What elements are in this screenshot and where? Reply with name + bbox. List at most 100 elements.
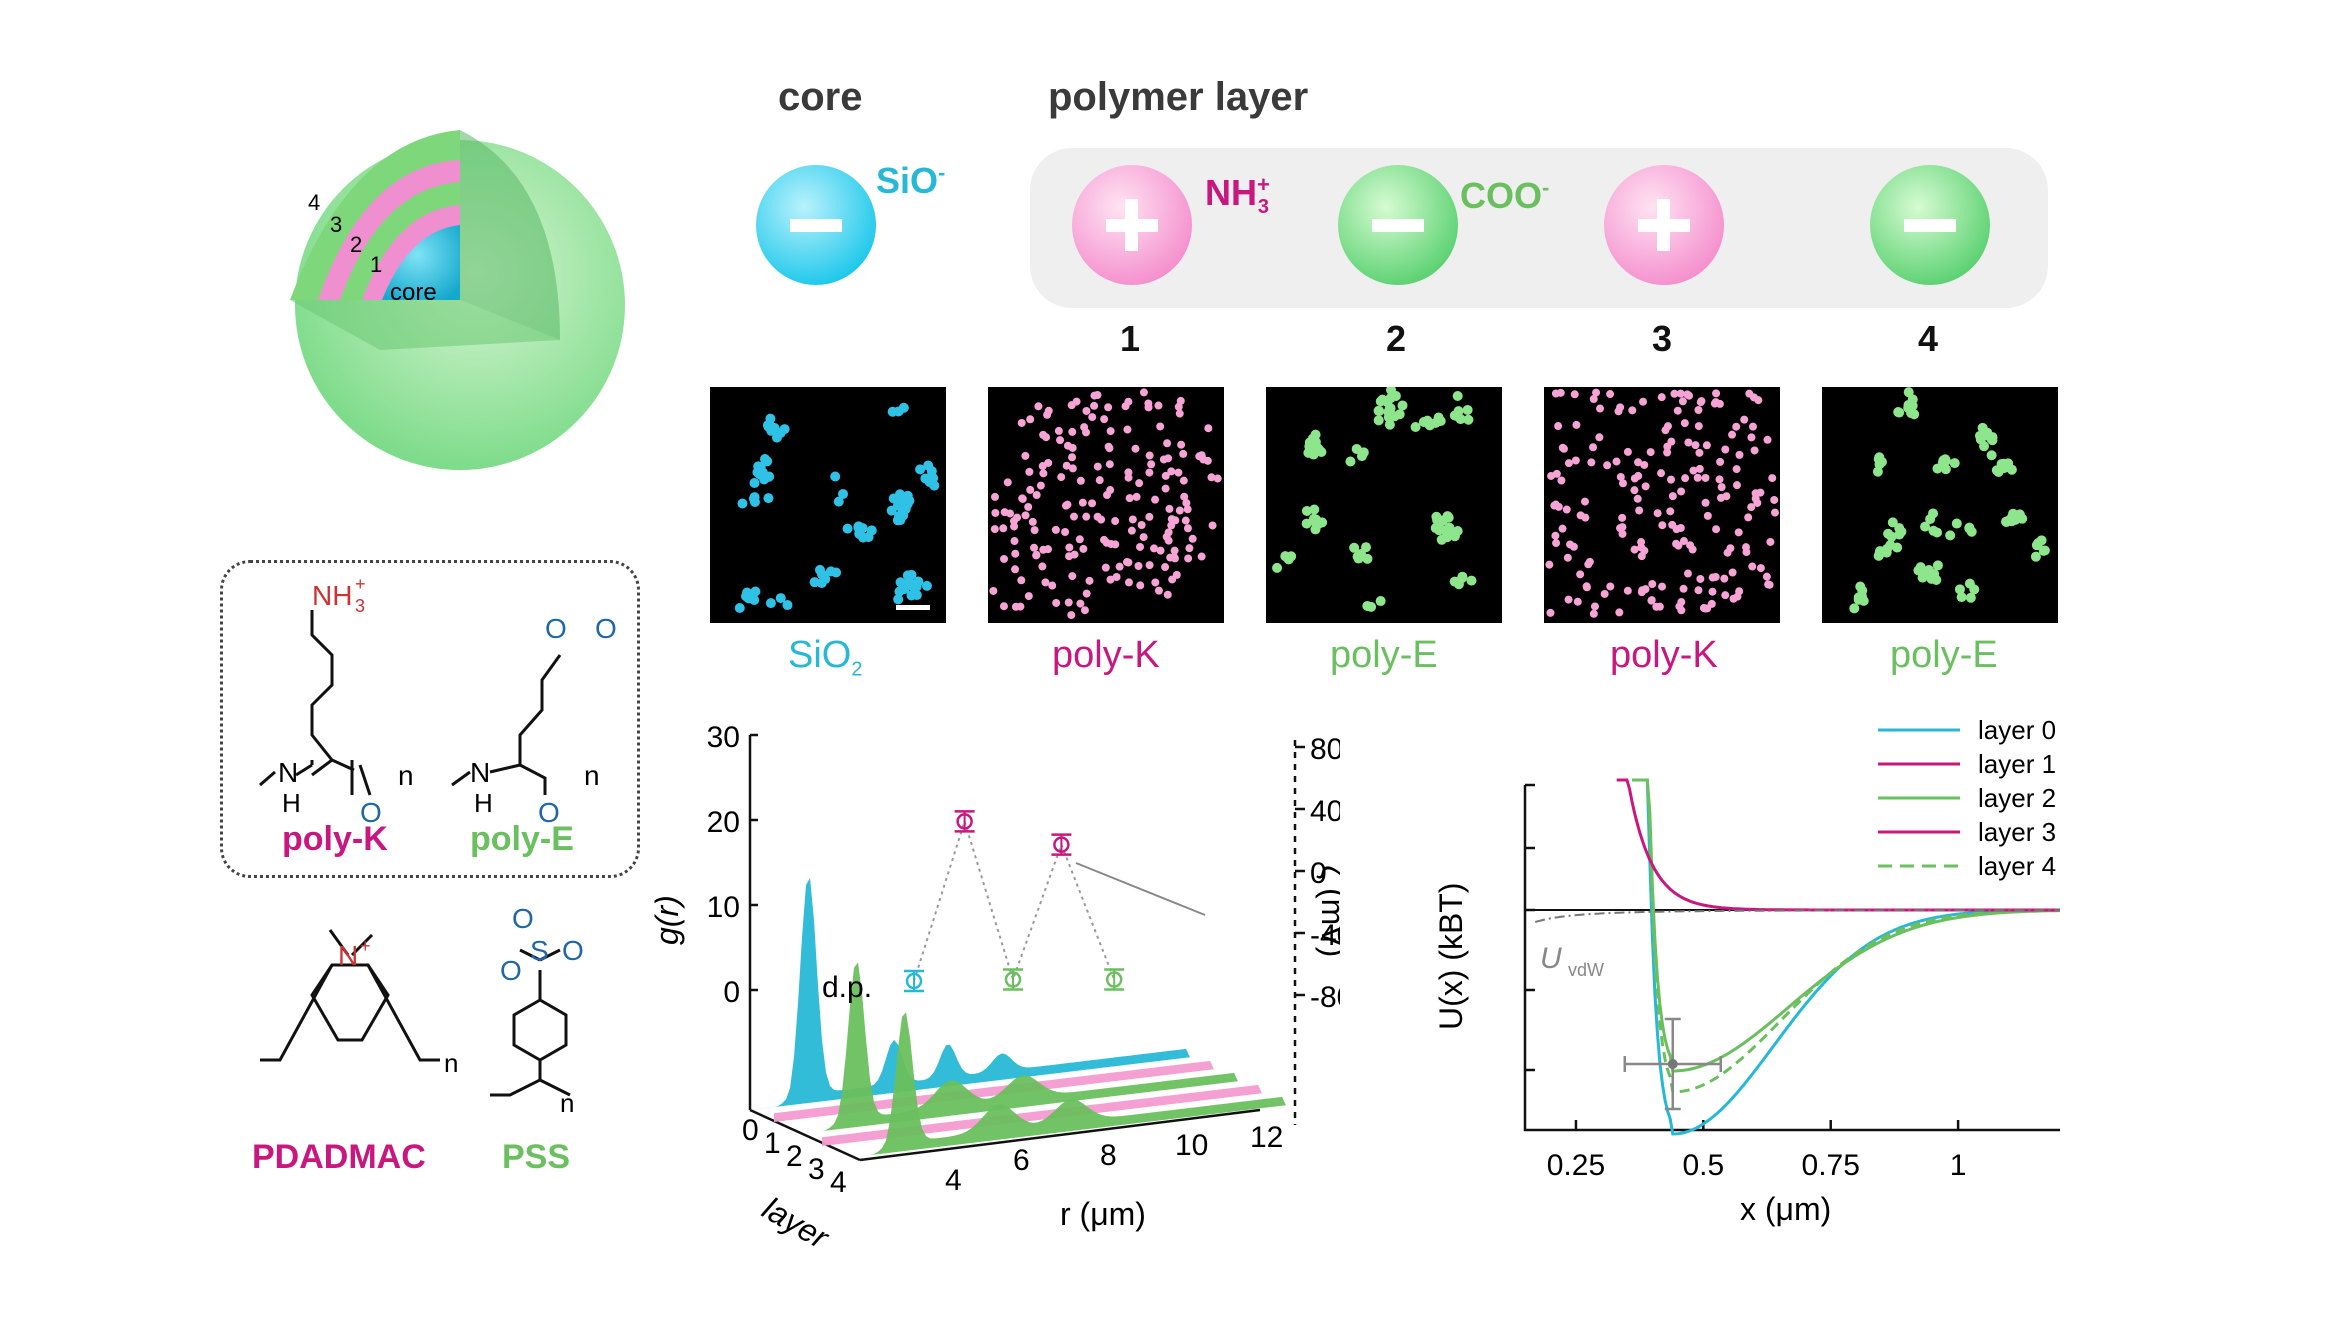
particle — [1679, 584, 1688, 593]
particle — [1185, 544, 1194, 553]
particle — [1453, 406, 1464, 417]
particle — [1589, 609, 1598, 618]
particle — [1887, 517, 1898, 528]
particle — [1562, 505, 1571, 514]
particle — [1647, 596, 1656, 605]
particle — [1175, 506, 1184, 515]
particle — [1088, 413, 1097, 422]
particle — [1179, 476, 1188, 485]
particle — [1166, 553, 1175, 562]
polye-carboxylate-o2: O — [595, 613, 617, 644]
particle — [1756, 564, 1765, 573]
particle — [1123, 425, 1132, 434]
particle — [1576, 570, 1585, 579]
particle — [1762, 572, 1771, 581]
particle — [1017, 576, 1026, 585]
particle — [782, 600, 793, 611]
particle — [1677, 606, 1686, 615]
particle — [1208, 521, 1217, 530]
gr-ylabel: g(r) — [650, 895, 685, 945]
gr-curve-layer-2 — [798, 962, 1238, 1134]
particle — [1703, 511, 1712, 520]
particle — [1639, 397, 1648, 406]
particle — [1051, 525, 1060, 534]
particle — [1747, 503, 1756, 512]
particle — [853, 521, 864, 532]
particle — [1082, 589, 1091, 598]
particle — [1708, 587, 1717, 596]
particle — [894, 489, 905, 500]
particle — [1180, 492, 1189, 501]
zero-plane-line — [1075, 862, 1206, 916]
particle — [1360, 542, 1371, 553]
particle — [1637, 588, 1646, 597]
particle — [1701, 498, 1710, 507]
particle — [1558, 524, 1567, 533]
particle — [898, 402, 909, 413]
polyk-n: N — [278, 757, 298, 788]
particle — [1000, 554, 1009, 563]
polyk-n-subscript: n — [398, 760, 414, 791]
x-tick-label: 4 — [945, 1164, 962, 1197]
particle — [1570, 390, 1579, 399]
particle — [1039, 430, 1048, 439]
particle — [762, 456, 773, 467]
gr-curve-layer-4 — [846, 1012, 1286, 1158]
core-minus-ball — [756, 165, 876, 285]
particle — [1052, 598, 1061, 607]
polyk-o: O — [360, 797, 382, 828]
particle — [1982, 427, 1993, 438]
x-tick-label: 0.75 — [1802, 1149, 1860, 1182]
particle — [1011, 565, 1020, 574]
particle — [1093, 512, 1102, 521]
particle — [866, 525, 877, 536]
particle — [1124, 473, 1133, 482]
particle — [1003, 478, 1012, 487]
micro-label-poly-e-2: poly-E — [1330, 634, 1438, 676]
particle — [1979, 441, 1990, 452]
particle — [1554, 422, 1563, 431]
particle — [1213, 474, 1222, 483]
micrograph-poly-k-1 — [988, 387, 1224, 623]
particle — [1618, 513, 1627, 522]
particle — [1452, 526, 1463, 537]
particle — [1171, 516, 1180, 525]
particle — [1134, 562, 1143, 571]
particle — [1641, 482, 1650, 491]
particle — [1694, 586, 1703, 595]
particle — [1394, 409, 1405, 420]
particle — [1956, 592, 1967, 603]
particle — [1067, 611, 1076, 620]
chemical-structures: NH 3 + N H O n O O O N H O n poly-K poly… — [252, 574, 617, 1176]
particle — [1655, 602, 1664, 611]
particle — [2039, 545, 2050, 556]
particle — [1702, 441, 1711, 450]
particle — [1353, 553, 1364, 564]
particle — [1122, 558, 1131, 567]
particle — [1951, 518, 1962, 529]
particle — [1418, 416, 1429, 427]
core-header: core — [778, 75, 863, 119]
particle — [2033, 537, 2044, 548]
particle — [1095, 476, 1104, 485]
particle — [1929, 569, 1940, 580]
particle — [1630, 545, 1639, 554]
particle — [734, 602, 745, 613]
particle — [1124, 578, 1133, 587]
particle — [1580, 497, 1589, 506]
particle — [1272, 562, 1283, 573]
particle — [750, 586, 761, 597]
particle — [767, 422, 778, 433]
particle — [1582, 583, 1591, 592]
particle — [1623, 586, 1632, 595]
particle — [1697, 397, 1706, 406]
micro-label-sio2: SiO2 — [788, 634, 863, 681]
particle — [1032, 551, 1041, 560]
layer-number-3: 3 — [1652, 318, 1673, 359]
particle — [1748, 422, 1757, 431]
particle — [1618, 479, 1627, 488]
particle — [1151, 578, 1160, 587]
particle — [1668, 492, 1677, 501]
particle — [1021, 511, 1030, 520]
particle — [1382, 397, 1393, 408]
